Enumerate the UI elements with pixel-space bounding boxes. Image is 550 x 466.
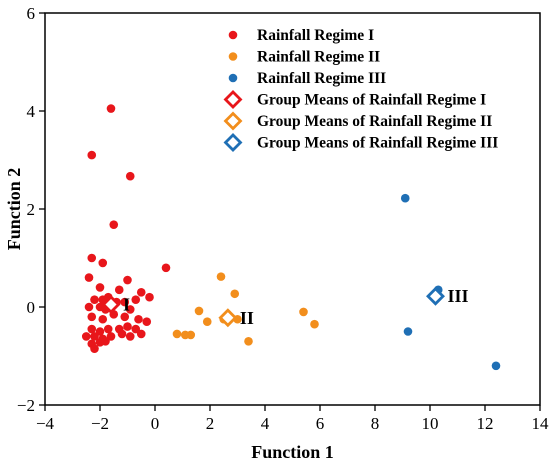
legend-marker xyxy=(228,73,238,83)
data-point xyxy=(95,327,105,336)
data-point xyxy=(125,171,135,181)
x-tick-label: 8 xyxy=(371,414,380,433)
series-group-means-of-rainfall-regime-ii xyxy=(218,308,238,328)
data-point xyxy=(230,289,240,299)
legend-marker xyxy=(223,133,243,152)
data-point xyxy=(244,337,253,346)
y-tick-label: 2 xyxy=(27,200,36,219)
legend-marker xyxy=(223,111,243,131)
data-point xyxy=(98,314,108,324)
legend-marker xyxy=(228,52,238,61)
legend-marker xyxy=(223,90,243,109)
data-point xyxy=(136,329,146,339)
x-tick-label: 6 xyxy=(316,414,325,433)
data-point xyxy=(125,332,135,341)
x-tick-label: 10 xyxy=(422,414,439,433)
group-mean-annotation: II xyxy=(240,308,254,328)
data-point xyxy=(87,253,97,263)
data-point xyxy=(120,297,130,307)
data-point xyxy=(109,220,119,229)
x-tick-label: 0 xyxy=(151,414,160,433)
y-tick-label: −2 xyxy=(17,396,35,415)
data-point xyxy=(87,324,97,334)
data-point xyxy=(202,317,212,327)
legend-item-rainfall-regime-ii: Rainfall Regime II xyxy=(228,49,380,66)
x-axis-title: Function 1 xyxy=(251,442,334,462)
data-point xyxy=(131,324,141,334)
data-point xyxy=(81,332,91,341)
data-point xyxy=(84,273,94,282)
legend-item-group-means-of-rainfall-regime-i: Group Means of Rainfall Regime I xyxy=(223,90,486,109)
data-point xyxy=(90,344,99,353)
x-tick-label: −4 xyxy=(36,414,55,433)
data-point xyxy=(120,312,130,322)
data-point xyxy=(87,312,97,322)
data-point xyxy=(106,104,116,113)
legend-label: Rainfall Regime II xyxy=(257,49,380,66)
data-point xyxy=(142,317,152,327)
legend-label: Group Means of Rainfall Regime I xyxy=(257,92,486,109)
group-mean-marker xyxy=(218,308,238,328)
data-point xyxy=(172,329,182,339)
x-tick-label: −2 xyxy=(91,414,109,433)
data-point xyxy=(87,150,97,160)
data-point xyxy=(161,263,171,273)
data-point xyxy=(134,314,143,324)
x-tick-label: 14 xyxy=(532,414,550,433)
data-point xyxy=(95,283,105,292)
legend-item-rainfall-regime-i: Rainfall Regime I xyxy=(228,27,374,44)
legend-label: Rainfall Regime III xyxy=(257,70,386,87)
data-point xyxy=(194,306,204,316)
y-tick-label: 4 xyxy=(27,102,36,121)
data-point xyxy=(310,319,319,329)
group-mean-annotation: III xyxy=(448,286,469,306)
data-point xyxy=(491,361,501,371)
data-point xyxy=(403,327,413,336)
series-rainfall-regime-i xyxy=(81,104,171,353)
data-point xyxy=(123,322,132,331)
data-point xyxy=(216,272,226,281)
data-point xyxy=(125,305,135,314)
legend-label: Rainfall Regime I xyxy=(257,27,374,44)
data-point xyxy=(101,337,110,346)
data-point xyxy=(145,292,154,302)
legend-item-group-means-of-rainfall-regime-ii: Group Means of Rainfall Regime II xyxy=(223,111,492,131)
group-mean-annotation: I xyxy=(123,295,130,315)
data-point xyxy=(84,302,94,312)
data-point xyxy=(299,307,308,317)
legend-label: Group Means of Rainfall Regime II xyxy=(257,113,492,130)
series-rainfall-regime-iii xyxy=(400,193,501,371)
data-point xyxy=(103,324,113,334)
data-point xyxy=(136,288,146,297)
data-point xyxy=(186,330,196,340)
legend-marker xyxy=(228,30,238,40)
series-group-means-of-rainfall-regime-i xyxy=(101,295,121,315)
data-point xyxy=(98,258,108,268)
legend-item-rainfall-regime-iii: Rainfall Regime III xyxy=(228,70,386,87)
data-point xyxy=(114,285,124,295)
data-point xyxy=(106,332,116,341)
data-point xyxy=(117,329,127,339)
series-group-means-of-rainfall-regime-iii xyxy=(426,286,445,306)
data-point xyxy=(123,275,132,285)
data-point xyxy=(90,332,99,341)
y-tick-label: 0 xyxy=(27,298,36,317)
legend-item-group-means-of-rainfall-regime-iii: Group Means of Rainfall Regime III xyxy=(223,133,498,152)
y-axis-title: Function 2 xyxy=(4,168,24,251)
x-tick-label: 4 xyxy=(261,414,270,433)
data-point xyxy=(400,193,410,203)
data-point xyxy=(90,295,99,304)
y-tick-label: 6 xyxy=(27,4,36,23)
group-mean-marker xyxy=(426,286,445,306)
legend-label: Group Means of Rainfall Regime III xyxy=(257,135,498,152)
group-mean-marker xyxy=(101,295,121,315)
x-tick-label: 12 xyxy=(477,414,494,433)
x-tick-label: 2 xyxy=(206,414,215,433)
data-point xyxy=(131,295,141,304)
